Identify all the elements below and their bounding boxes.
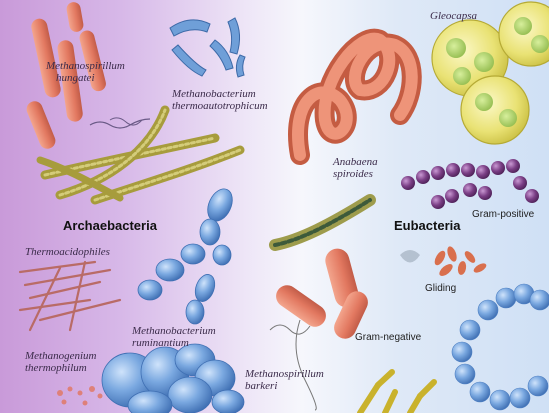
label-line: Methanospirillum xyxy=(245,368,324,380)
blue-cocci-chain xyxy=(451,283,549,411)
label-line: thermoautotrophicum xyxy=(172,100,268,112)
label-methanobacterium-thermoautotrophicum: Methanobacterium thermoautotrophicum xyxy=(172,88,268,112)
label-gram-negative: Gram-negative xyxy=(355,332,422,343)
heading-eubacteria: Eubacteria xyxy=(394,218,461,233)
gleocapsa-colonies xyxy=(431,1,549,145)
label-line: Methanogenium xyxy=(25,350,97,362)
label-line: spiroides xyxy=(333,168,373,180)
label-gram-positive: Gram-positive xyxy=(472,209,535,220)
label-anabaena-spiroides: Anabaena spiroides xyxy=(333,156,378,180)
gram-negative-rods xyxy=(269,248,368,411)
label-methanogenium-thermophilum: Methanogenium thermophilum xyxy=(25,350,96,374)
label-line: Methanobacterium xyxy=(132,325,216,337)
label-line: Anabaena xyxy=(333,156,378,168)
gliding-bacteria xyxy=(400,246,487,276)
label-gliding: Gliding xyxy=(425,283,457,294)
methanospirillum-barkeri-cells xyxy=(101,343,245,413)
methanospirillum-hungatei-cells xyxy=(26,2,151,149)
label-thermoacidophiles: Thermoacidophiles xyxy=(25,246,110,258)
methanobacterium-thermoautotrophicum-cells xyxy=(169,17,246,78)
heading-archaebacteria: Archaebacteria xyxy=(63,218,157,233)
methanogenium-thermophilum-cells xyxy=(57,386,113,406)
eubacteria-filament xyxy=(269,194,376,251)
label-line: Methanospirillum xyxy=(46,60,125,72)
label-line: ruminantium xyxy=(132,337,189,349)
label-line: thermophilum xyxy=(25,362,87,374)
archaea-filaments xyxy=(36,105,245,205)
label-line: Methanobacterium xyxy=(172,88,256,100)
anabaena-spiroides-filament xyxy=(288,28,422,165)
label-methanobacterium-ruminantium: Methanobacterium ruminantium xyxy=(132,325,216,349)
methanobacterium-ruminantium-cells xyxy=(137,188,233,325)
thermoacidophiles-filaments xyxy=(18,260,122,332)
label-line: barkeri xyxy=(245,380,278,392)
label-methanospirillum-hungatei: Methanospirillum hungatei xyxy=(46,60,125,84)
label-line: hungatei xyxy=(56,72,95,84)
label-methanospirillum-barkeri: Methanospirillum barkeri xyxy=(245,368,324,392)
yellow-branching-filament xyxy=(357,369,437,413)
gram-positive-cocci xyxy=(401,159,539,209)
label-gleocapsa: Gleocapsa xyxy=(430,10,478,22)
